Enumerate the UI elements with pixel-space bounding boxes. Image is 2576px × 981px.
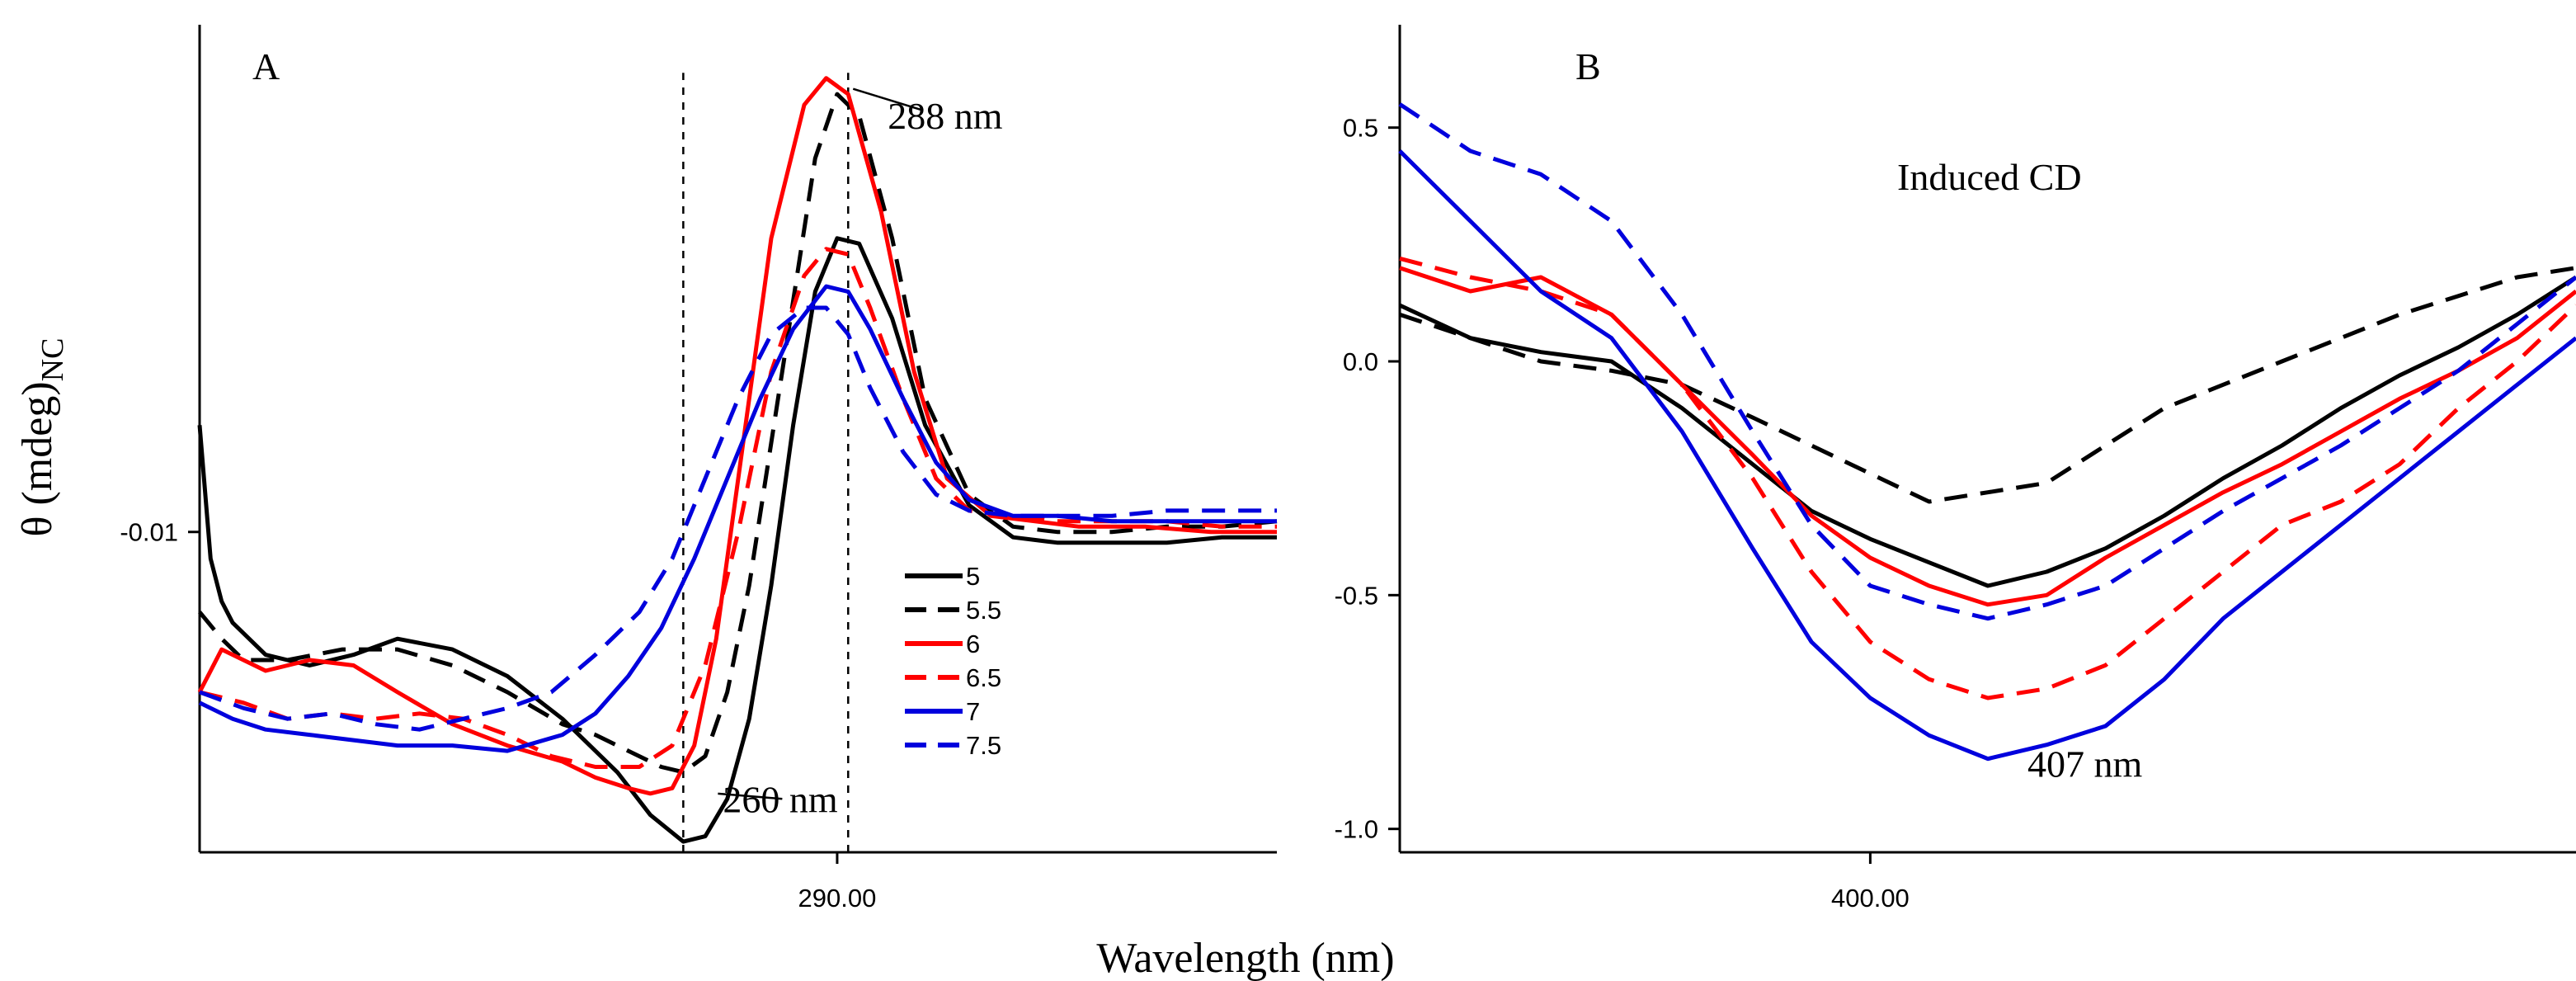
y-tick-label: 0.0: [1343, 347, 1378, 376]
legend-label-5: 5: [966, 562, 980, 591]
panel-a-label: A: [252, 45, 280, 87]
x-axis-label: Wavelength (nm): [1096, 935, 1394, 981]
annotation-label: 288 nm: [888, 95, 1003, 137]
series-line-5.5: [1399, 266, 2576, 504]
y-tick-label: -0.01: [120, 518, 178, 547]
panel-b-label: B: [1575, 45, 1601, 87]
series-line-7: [1398, 149, 2576, 762]
series-line-7.5: [1398, 102, 2576, 621]
series-line-5: [1398, 275, 2576, 588]
y-tick-label: -0.5: [1335, 581, 1378, 610]
annotation-arrow: [852, 87, 923, 111]
series-line-7: [198, 284, 1277, 753]
series-line-6.5: [199, 247, 1277, 769]
y-axis-label-sub: NC: [35, 338, 70, 382]
annotation-arrow: [718, 792, 783, 800]
series-line-6: [1399, 266, 2576, 607]
panel-b: B Induced CD 400.00 0.5 0.0 -0.5 -1.0 407 nm: [1335, 25, 2576, 913]
x-tick-label: 290.00: [798, 884, 877, 913]
panel-b-title: Induced CD: [1897, 156, 2082, 198]
svg-text:θ (mdeg)NC: θ (mdeg)NC: [14, 338, 70, 537]
x-tick-label: 400.00: [1831, 884, 1910, 913]
legend-label-6: 6: [966, 630, 980, 658]
series-line-7.5: [199, 305, 1277, 732]
legend-label-5.5: 5.5: [966, 596, 1001, 625]
series-line-6: [197, 76, 1277, 796]
legend-label-7.5: 7.5: [966, 731, 1001, 760]
legend-label-7: 7: [966, 697, 980, 726]
y-axis-label: θ (mdeg)NC: [14, 338, 70, 537]
series-line-5: [197, 236, 1277, 844]
legend: 5 5.5 6 6.5 7 7.5: [905, 562, 1001, 760]
y-tick-label: -1.0: [1335, 815, 1378, 844]
y-axis-label-main: θ (mdeg): [14, 381, 61, 536]
legend-label-6.5: 6.5: [966, 663, 1001, 692]
y-tick-label: 0.5: [1343, 114, 1378, 143]
annotation-label: 407 nm: [2027, 743, 2143, 785]
series-line-5.5: [198, 92, 1278, 775]
series-line-6.5: [1399, 256, 2576, 700]
